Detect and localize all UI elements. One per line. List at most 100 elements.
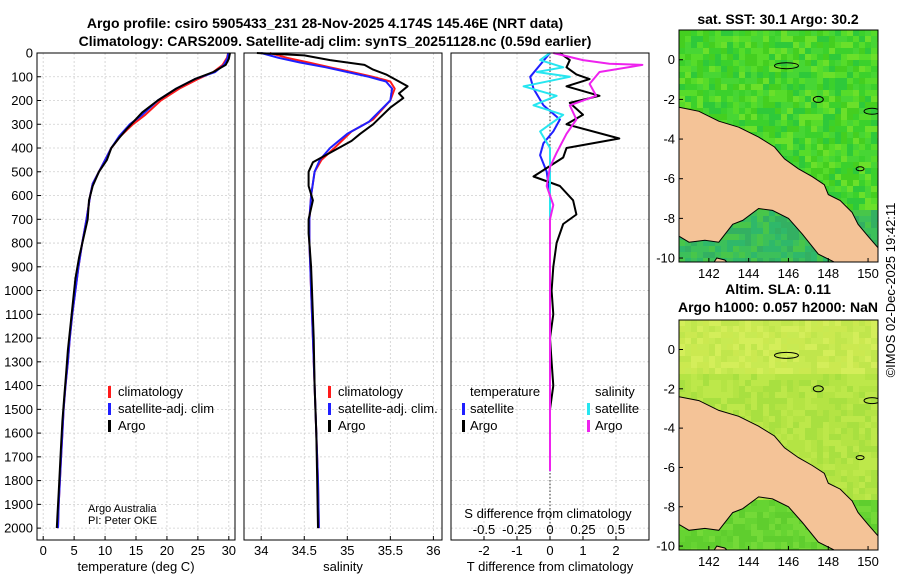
map-cell — [679, 326, 686, 333]
map-cell — [769, 386, 776, 393]
map-cell — [811, 434, 818, 441]
map-cell — [871, 84, 878, 91]
map-cell — [823, 548, 830, 550]
map-cell — [775, 500, 782, 507]
map-cell — [691, 258, 698, 262]
map-cell — [769, 506, 776, 513]
map-cell — [823, 108, 830, 115]
map-cell — [871, 216, 878, 223]
map-x-tick-label: 150 — [857, 266, 879, 281]
map-cell — [703, 252, 710, 259]
map-cell — [835, 326, 842, 333]
map-cell — [817, 428, 824, 435]
map-cell — [751, 542, 758, 549]
map-y-tick-label: -8 — [663, 211, 675, 226]
map-cell — [835, 476, 842, 483]
map-cell — [799, 332, 806, 339]
map-cell — [829, 156, 836, 163]
map-cell — [871, 386, 878, 393]
map-cell — [829, 168, 836, 175]
map-cell — [757, 542, 764, 549]
map-cell — [823, 180, 830, 187]
map-cell — [715, 386, 722, 393]
map-cell — [763, 374, 770, 381]
map-cell — [793, 374, 800, 381]
map-cell — [871, 482, 878, 489]
map-cell — [847, 168, 854, 175]
map-cell — [847, 488, 854, 495]
map-cell — [817, 90, 824, 97]
map-cell — [805, 368, 812, 375]
map-cell — [799, 326, 806, 333]
map-cell — [811, 174, 818, 181]
map-cell — [841, 186, 848, 193]
map-cell — [871, 174, 878, 181]
map-cell — [793, 398, 800, 405]
map-cell — [763, 120, 770, 127]
map-cell — [679, 60, 686, 67]
map-x-tick-label: 142 — [698, 554, 720, 569]
map-cell — [685, 240, 692, 247]
map-cell — [787, 356, 794, 363]
map-cell — [733, 410, 740, 417]
map-cell — [775, 374, 782, 381]
map-cell — [841, 126, 848, 133]
map-cell — [859, 96, 866, 103]
map-cell — [745, 518, 752, 525]
map-cell — [787, 156, 794, 163]
map-cell — [793, 96, 800, 103]
map-cell — [763, 78, 770, 85]
map-cell — [805, 72, 812, 79]
map-cell — [769, 380, 776, 387]
map-cell — [799, 90, 806, 97]
map-cell — [685, 386, 692, 393]
x-tick-label: 34 — [254, 543, 268, 558]
map-cell — [703, 356, 710, 363]
map-cell — [733, 42, 740, 49]
map-cell — [745, 398, 752, 405]
map-cell — [733, 386, 740, 393]
map-cell — [793, 332, 800, 339]
map-cell — [775, 216, 782, 223]
map-cell — [859, 404, 866, 411]
map-cell — [835, 90, 842, 97]
map-cell — [811, 60, 818, 67]
map-cell — [775, 410, 782, 417]
y-tick-label: 800 — [11, 236, 33, 251]
map-cell — [841, 422, 848, 429]
map-cell — [685, 258, 692, 262]
map-cell — [871, 168, 878, 175]
map-cell — [697, 542, 704, 549]
map-cell — [787, 428, 794, 435]
map-cell — [697, 78, 704, 85]
map-cell — [847, 120, 854, 127]
map-cell — [787, 90, 794, 97]
map-cell — [829, 464, 836, 471]
map-cell — [859, 138, 866, 145]
map-cell — [745, 246, 752, 253]
map-cell — [817, 114, 824, 121]
map-cell — [817, 30, 824, 37]
map-cell — [811, 368, 818, 375]
map-cell — [811, 542, 818, 549]
map-cell — [679, 356, 686, 363]
map-cell — [853, 198, 860, 205]
map-cell — [817, 416, 824, 423]
map-cell — [739, 258, 746, 262]
map-cell — [859, 90, 866, 97]
map-cell — [703, 246, 710, 253]
map-cell — [703, 72, 710, 79]
map-cell — [853, 180, 860, 187]
map-cell — [781, 416, 788, 423]
map-cell — [835, 150, 842, 157]
map-y-tick-label: -2 — [663, 381, 675, 396]
map-cell — [871, 362, 878, 369]
map-cell — [847, 90, 854, 97]
map-cell — [865, 362, 872, 369]
map-cell — [703, 240, 710, 247]
map-cell — [745, 506, 752, 513]
map-cell — [787, 326, 794, 333]
map-cell — [757, 380, 764, 387]
map-cell — [811, 138, 818, 145]
map-cell — [805, 530, 812, 537]
